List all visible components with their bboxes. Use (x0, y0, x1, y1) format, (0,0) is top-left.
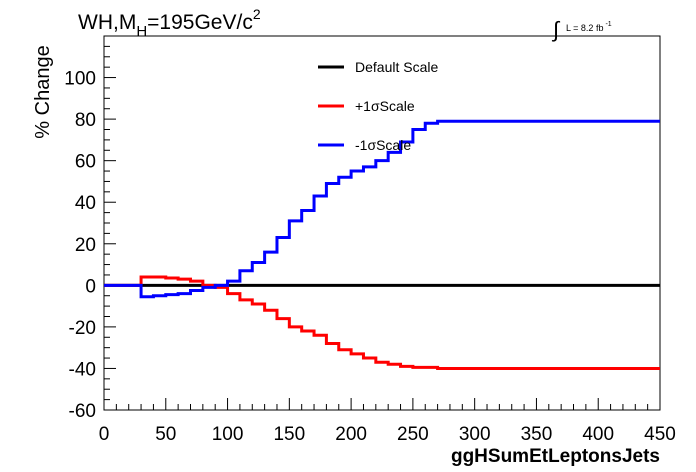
y-tick-label: 20 (75, 235, 96, 256)
y-tick-label: 60 (75, 152, 96, 173)
legend-label: -1σScale (355, 137, 411, 153)
y-tick-label: -60 (69, 401, 96, 422)
x-tick-label: 350 (521, 424, 553, 445)
y-tick-label: -40 (69, 359, 96, 380)
x-tick-label: 200 (335, 424, 367, 445)
legend: Default Scale +1σScale -1σScale (318, 59, 438, 153)
x-tick-label: 150 (273, 424, 305, 445)
x-tick-label: 300 (459, 424, 491, 445)
lumi-integral-symbol: ∫ (551, 17, 561, 42)
y-tick-label: 0 (85, 276, 96, 297)
legend-label: Default Scale (355, 59, 438, 75)
series-line-2 (104, 119, 660, 299)
y-tick-label: 100 (64, 69, 96, 90)
y-tick-label: 80 (75, 110, 96, 131)
x-tick-label: 100 (212, 424, 244, 445)
series-line-1 (104, 275, 660, 370)
x-tick-label: 0 (99, 424, 110, 445)
chart-title: WH,MH=195GeV/c2 (78, 6, 261, 40)
y-tick-label: -20 (69, 318, 96, 339)
plot-frame (103, 35, 661, 411)
y-tick-label: 40 (75, 193, 96, 214)
x-tick-label: 450 (644, 424, 676, 445)
lumi-label: L = 8.2 fb -1 (566, 21, 612, 33)
y-axis-label: % Change (32, 45, 54, 138)
legend-label: +1σScale (355, 98, 415, 114)
series-layer (104, 119, 660, 370)
x-tick-label: 400 (582, 424, 614, 445)
x-axis-label: ggHSumEtLeptonsJets (451, 446, 660, 467)
x-tick-label: 250 (397, 424, 429, 445)
x-tick-label: 50 (155, 424, 176, 445)
axes: 0 50 100 150 200 250 300 350 400 450 -60 -40 -20 0 20 4… (64, 35, 676, 445)
